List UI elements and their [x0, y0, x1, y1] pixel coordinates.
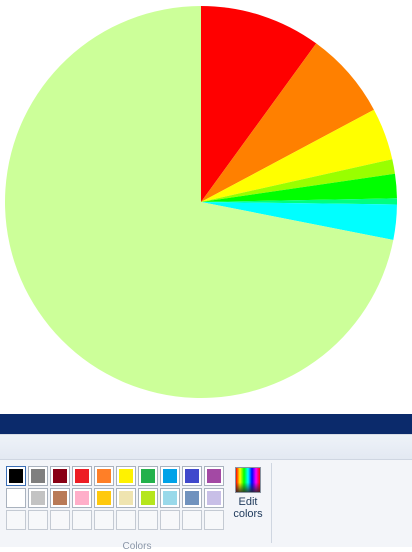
swatch-fill	[163, 491, 177, 505]
swatch-fill	[185, 469, 199, 483]
colors-group-label: Colors	[122, 541, 152, 552]
pie-slice-3	[201, 109, 393, 202]
custom-color-slot-3[interactable]	[50, 510, 70, 530]
color-swatch-1-1[interactable]	[6, 466, 26, 486]
swatch-fill	[185, 491, 199, 505]
custom-color-slot-5[interactable]	[94, 510, 114, 530]
color-swatch-2-5[interactable]	[94, 488, 114, 508]
pie-slice-2	[201, 43, 374, 203]
swatch-fill	[207, 469, 221, 483]
pie-slice-4	[201, 159, 395, 202]
color-swatch-2-8[interactable]	[160, 488, 180, 508]
color-swatch-1-7[interactable]	[138, 466, 158, 486]
pie-chart	[4, 6, 397, 398]
edit-colors-label: Edit colors	[233, 496, 263, 520]
custom-color-slot-4[interactable]	[72, 510, 92, 530]
ribbon: Edit colors Colors	[0, 434, 412, 552]
custom-color-slot-6[interactable]	[116, 510, 136, 530]
color-swatch-2-1[interactable]	[6, 488, 26, 508]
swatch-fill	[207, 491, 221, 505]
color-swatch-1-3[interactable]	[50, 466, 70, 486]
custom-color-slot-1[interactable]	[6, 510, 26, 530]
color-palette	[6, 466, 224, 530]
pie-slice-8	[4, 6, 394, 398]
color-swatch-2-3[interactable]	[50, 488, 70, 508]
color-swatch-1-8[interactable]	[160, 466, 180, 486]
color-swatch-2-10[interactable]	[204, 488, 224, 508]
color-spectrum-icon	[235, 467, 261, 493]
swatch-fill	[53, 491, 67, 505]
custom-color-slot-10[interactable]	[204, 510, 224, 530]
custom-color-slot-9[interactable]	[182, 510, 202, 530]
swatch-fill	[119, 469, 133, 483]
swatch-fill	[97, 469, 111, 483]
swatch-fill	[141, 491, 155, 505]
custom-color-slot-7[interactable]	[138, 510, 158, 530]
group-separator	[271, 463, 272, 543]
color-swatch-2-2[interactable]	[28, 488, 48, 508]
custom-color-slot-8[interactable]	[160, 510, 180, 530]
pie-slice-7	[201, 202, 397, 240]
pie-slice-5	[201, 173, 397, 202]
color-swatch-1-4[interactable]	[72, 466, 92, 486]
swatch-fill	[53, 469, 67, 483]
drawing-canvas[interactable]	[0, 0, 412, 414]
color-swatch-1-10[interactable]	[204, 466, 224, 486]
edit-colors-button[interactable]: Edit colors	[230, 465, 266, 537]
swatch-fill	[141, 469, 155, 483]
ribbon-tab-strip	[0, 435, 412, 460]
color-swatch-2-9[interactable]	[182, 488, 202, 508]
swatch-fill	[31, 491, 45, 505]
pie-slice-1	[201, 6, 317, 202]
window-title-bar	[0, 414, 412, 434]
color-swatch-1-5[interactable]	[94, 466, 114, 486]
color-swatch-1-6[interactable]	[116, 466, 136, 486]
swatch-fill	[97, 491, 111, 505]
color-swatch-2-7[interactable]	[138, 488, 158, 508]
pie-slice-6	[201, 198, 397, 205]
color-swatch-1-2[interactable]	[28, 466, 48, 486]
swatch-fill	[31, 469, 45, 483]
swatch-fill	[163, 469, 177, 483]
swatch-fill	[9, 469, 23, 483]
color-swatch-1-9[interactable]	[182, 466, 202, 486]
swatch-fill	[9, 491, 23, 505]
swatch-fill	[75, 491, 89, 505]
colors-group: Edit colors Colors	[2, 461, 272, 552]
color-swatch-2-4[interactable]	[72, 488, 92, 508]
color-swatch-2-6[interactable]	[116, 488, 136, 508]
custom-color-slot-2[interactable]	[28, 510, 48, 530]
swatch-fill	[119, 491, 133, 505]
swatch-fill	[75, 469, 89, 483]
